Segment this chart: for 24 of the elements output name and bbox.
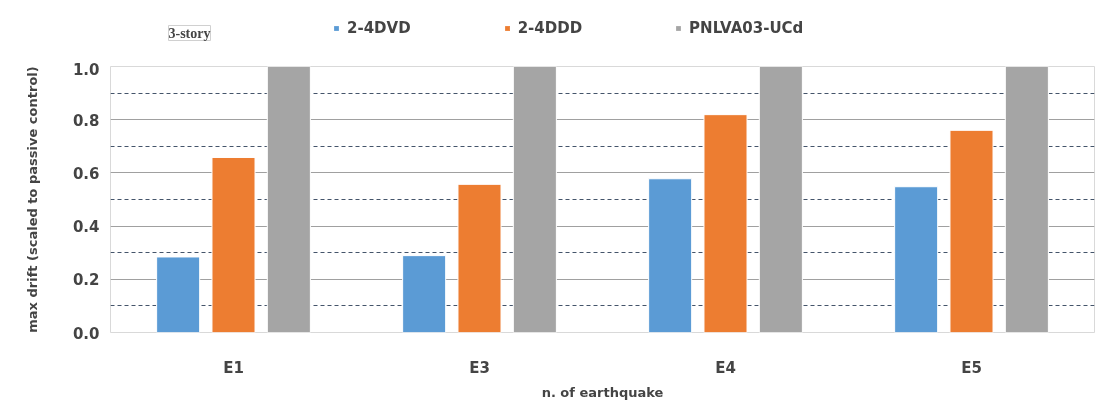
y-tick-label: 0.8 (72, 111, 100, 130)
x-tick-label: E3 (469, 358, 490, 377)
y-tick-label: 0.4 (72, 218, 100, 237)
legend-label: PNLVA03-UCd (689, 19, 804, 37)
bar (949, 129, 994, 333)
legend-label: 2-4DVD (347, 19, 411, 37)
x-tick-label: E1 (223, 358, 244, 377)
x-tick-label: E4 (715, 358, 736, 377)
text: 0.0 (72, 324, 100, 343)
text: 1.0 (72, 60, 100, 79)
bar (894, 186, 939, 333)
x-tick-label: E5 (961, 358, 982, 377)
y-axis-title: max drift (scaled to passive control) (24, 66, 40, 333)
x-axis-title: n. of earthquake (541, 384, 664, 400)
bar (648, 178, 693, 333)
bar (156, 256, 201, 333)
text: 3-story (168, 25, 211, 41)
y-tick-label: 0.2 (72, 271, 100, 290)
legend-label: 2-4DDD (517, 19, 583, 37)
bar (703, 114, 748, 333)
bar (457, 183, 502, 333)
y-tick-label: 0.6 (72, 164, 100, 183)
bar (402, 255, 447, 333)
bar (211, 156, 256, 333)
